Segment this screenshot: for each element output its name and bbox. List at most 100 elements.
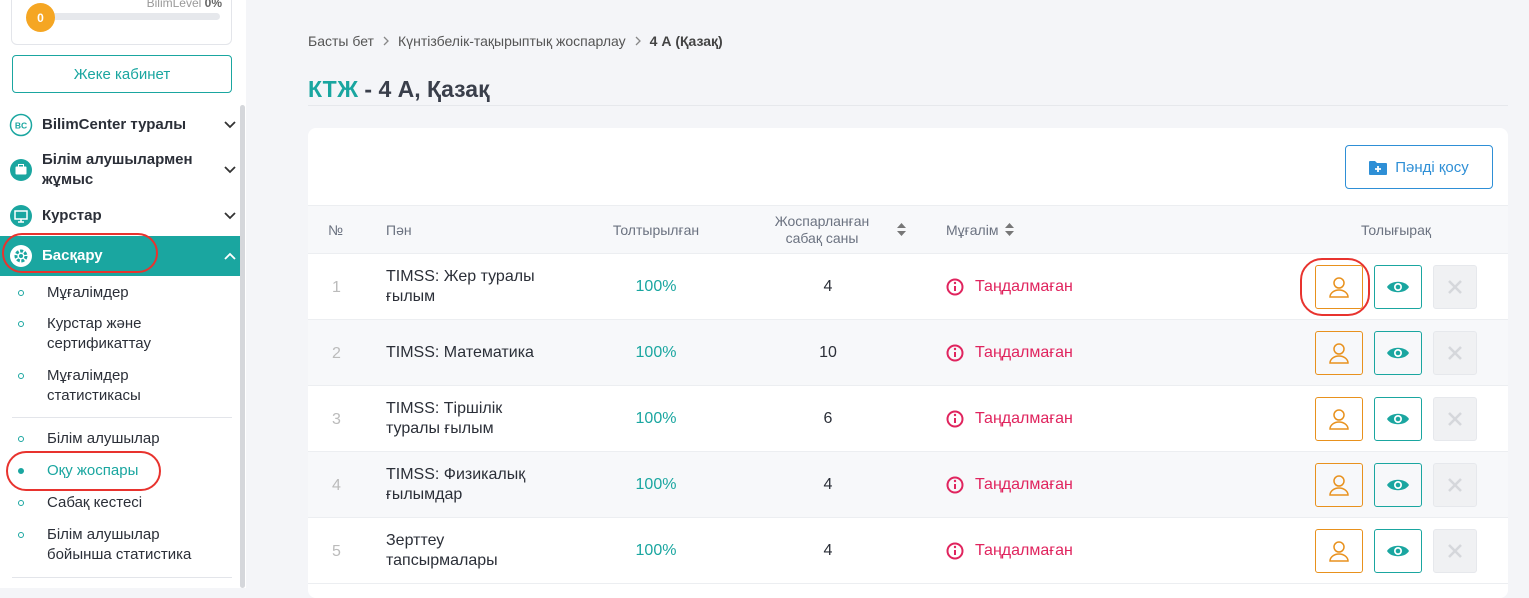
add-label: Пәнді қосу [1395,158,1469,176]
view-button[interactable] [1374,331,1422,375]
submenu-item[interactable]: Білім алушылар [47,430,160,447]
chevron [224,166,236,174]
teacher-text: Таңдалмаған [975,410,1073,427]
menu-item[interactable]: BC BilimCenter туралы [0,112,240,138]
icon: BC [9,113,33,137]
bullet [18,290,24,296]
lesson-count: 4 [823,278,833,295]
table-header: № Пән Толтырылған Жоспарланған сабақ сан… [308,205,1508,254]
filled: 100% [635,278,677,295]
row-number: 4 [332,477,341,494]
view-button[interactable] [1374,463,1422,507]
subject: Зерттеу тапсырмалары [386,518,546,584]
divider [12,577,232,578]
icon [10,159,32,181]
th: Толығырақ [1360,222,1432,238]
folder-icon [1369,160,1388,175]
subject-text: Зерттеу тапсырмалары [386,532,498,569]
table-row: 3 TIMSS: Тіршілік туралы ғылым 100% 6 Таңдал… [308,386,1508,452]
view-button[interactable] [1374,265,1422,309]
teacher-text: Таңдалмаған [975,344,1073,361]
delete-button[interactable] [1433,331,1477,375]
subject: TIMSS: Тіршілік туралы ғылым [386,386,546,452]
sidebar: 0 BilimLevel 0% Жеке кабинет BC BilimCen… [0,0,246,588]
table-row: 2 TIMSS: Математика 100% 10 Таңдалмаған [308,320,1508,386]
menu-item[interactable]: Курстар [0,203,240,229]
delete-button[interactable] [1433,397,1477,441]
table-row: 1 TIMSS: Жер туралы ғылым 100% 4 Таңдалмаған [308,254,1508,320]
th[interactable]: Мұғалім [946,222,999,238]
view-button[interactable] [1374,529,1422,573]
sort-icon[interactable] [1005,223,1014,236]
level-percent: 0% [204,0,222,10]
menu-label: Курстар [42,207,102,224]
table-row: 4 TIMSS: Физикалық ғылымдар 100% 4 Таңдалмағ… [308,452,1508,518]
level-text: BilimLevel [146,0,202,10]
subject-text: TIMSS: Жер туралы ғылым [386,268,535,305]
submenu-item[interactable]: Оқу жоспары [47,462,139,479]
filled: 100% [635,476,677,493]
delete-button[interactable] [1433,529,1477,573]
subject: TIMSS: Физикалық ғылымдар [386,452,546,518]
th: Толтырылған [612,222,700,238]
bullet [18,373,24,379]
teacher: Таңдалмаған [946,409,1073,429]
assign-button[interactable] [1315,529,1363,573]
th[interactable]: Жоспарланған сабақ саны [774,213,870,246]
chevron [224,252,236,260]
icon [10,205,32,227]
teacher: Таңдалмаған [946,541,1073,561]
menu-label: Басқару [42,247,103,264]
assign-button[interactable] [1315,265,1363,309]
separator [383,36,389,46]
submenu-item[interactable]: Сабақ кестесі [47,494,143,511]
assign-button[interactable] [1315,331,1363,375]
chevron [224,212,236,220]
crumb[interactable]: Күнтізбелік-тақырыптық жоспарлау [397,33,626,49]
teacher: Таңдалмаған [946,475,1073,495]
bullet [18,500,24,506]
teacher-text: Таңдалмаған [975,542,1073,559]
bullet [18,436,24,442]
menu-label: Білім алушылармен жұмыс [42,151,193,188]
row-number: 5 [332,543,341,560]
subject-text: TIMSS: Физикалық ғылымдар [386,466,526,503]
level-label: BilimLevel 0% [72,0,222,10]
subject: TIMSS: Математика [386,320,546,386]
chevron [224,121,236,129]
subject-text: TIMSS: Тіршілік туралы ғылым [386,400,503,437]
highlight-ring [1300,258,1370,316]
subject-text: TIMSS: Математика [386,344,534,361]
teacher-text: Таңдалмаған [975,476,1073,493]
separator [635,36,641,46]
highlight-ring [6,451,161,491]
th: № [328,222,344,238]
bullet [18,321,24,327]
lesson-count: 4 [823,542,833,559]
menu-label: BilimCenter туралы [42,116,187,133]
page-title: КТЖ - 4 А, Қазақ [308,76,490,103]
submenu-item[interactable]: Мұғалімдер статистикасы [47,367,141,404]
add-subject-button[interactable]: Пәнді қосу [1345,145,1493,189]
delete-button[interactable] [1433,463,1477,507]
filled: 100% [635,344,677,361]
filled: 100% [635,542,677,559]
profile-card [11,0,232,45]
assign-button[interactable] [1315,463,1363,507]
crumb[interactable]: Басты бет [308,33,374,49]
submenu-item[interactable]: Мұғалімдер [47,284,129,301]
assign-button[interactable] [1315,397,1363,441]
view-button[interactable] [1374,397,1422,441]
highlight-ring [2,233,158,273]
row-number: 3 [332,411,341,428]
cabinet-button[interactable]: Жеке кабинет [12,55,232,93]
lesson-count: 4 [823,476,833,493]
menu-item[interactable]: Білім алушылармен жұмыс [0,150,240,190]
submenu-item[interactable]: Білім алушылар бойынша статистика [47,526,192,563]
title-prefix: КТЖ [308,76,359,102]
sort-icon[interactable] [897,223,906,236]
lesson-count: 10 [819,344,837,361]
delete-button[interactable] [1433,265,1477,309]
submenu-item[interactable]: Курстар және сертификаттау [47,315,151,352]
